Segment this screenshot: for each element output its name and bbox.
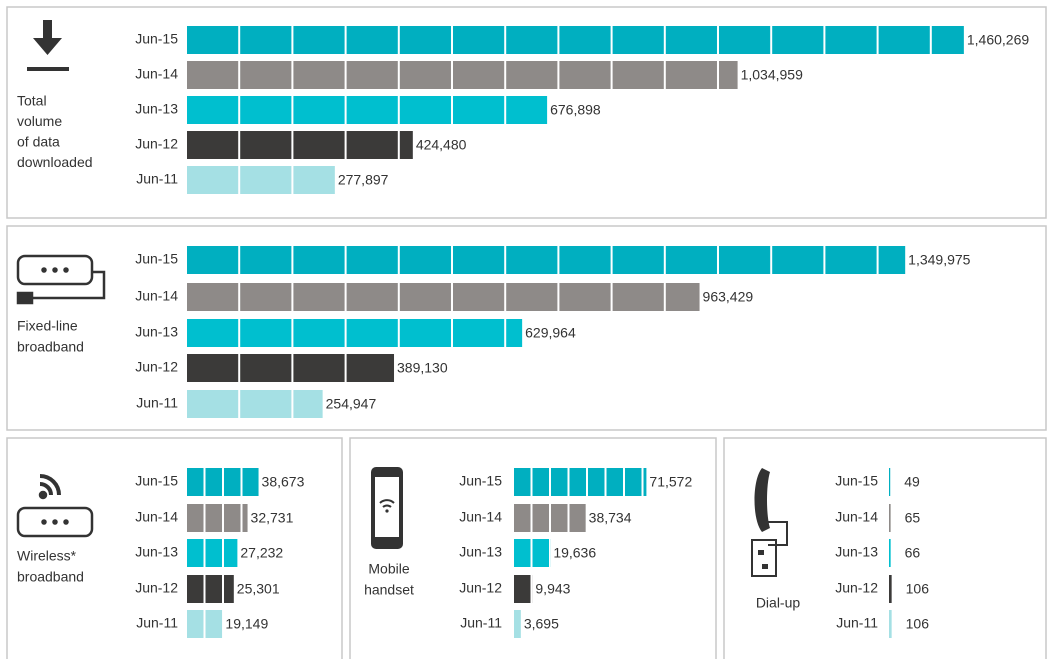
value-label: 963,429 [703, 289, 754, 305]
value-label: 66 [905, 545, 921, 561]
value-label: 38,734 [589, 510, 632, 526]
bar-segments [514, 468, 647, 496]
panel [6, 437, 343, 659]
value-label: 1,349,975 [908, 252, 970, 268]
category-label: Jun-11 [460, 615, 502, 631]
value-label: 19,636 [553, 545, 596, 561]
value-label: 277,897 [338, 172, 389, 188]
bar-segments [187, 390, 323, 418]
bar-segments [187, 26, 964, 54]
category-label: Jun-15 [135, 31, 178, 47]
category-label: Jun-12 [135, 359, 178, 375]
panel-label: Fixed-line [17, 318, 78, 334]
panel [349, 437, 717, 659]
value-label: 676,898 [550, 102, 601, 118]
value-label: 106 [906, 616, 930, 632]
panel-label: of data [17, 134, 60, 150]
panel [6, 6, 1047, 219]
value-label: 25,301 [237, 581, 280, 597]
category-label: Jun-12 [835, 580, 878, 596]
bar-segments [514, 504, 586, 532]
value-label: 27,232 [240, 545, 283, 561]
value-label: 1,034,959 [741, 67, 803, 83]
bar-segments [187, 96, 548, 124]
panel-label: volume [17, 113, 62, 129]
category-label: Jun-11 [836, 615, 878, 631]
category-label: Jun-13 [135, 544, 178, 560]
category-label: Jun-12 [459, 580, 502, 596]
value-label: 9,943 [535, 581, 570, 597]
value-label: 19,149 [225, 616, 268, 632]
bar [889, 575, 892, 603]
panel-label: Wireless* [17, 548, 77, 564]
category-label: Jun-15 [135, 473, 178, 489]
bar-segments [187, 610, 223, 638]
bar-segments [187, 354, 395, 382]
value-label: 1,460,269 [967, 32, 1029, 48]
category-label: Jun-15 [135, 251, 178, 267]
bar-segments [187, 61, 738, 89]
category-label: Jun-14 [135, 509, 178, 525]
bar [889, 504, 891, 532]
bar [889, 610, 892, 638]
panel-label: Dial-up [756, 595, 801, 611]
category-label: Jun-14 [135, 288, 178, 304]
bar-segments [187, 504, 248, 532]
bar-segments [187, 166, 335, 194]
value-label: 106 [906, 581, 930, 597]
value-label: 3,695 [524, 616, 559, 632]
category-label: Jun-13 [135, 101, 178, 117]
value-label: 424,480 [416, 137, 467, 153]
value-label: 629,964 [525, 325, 576, 341]
category-label: Jun-15 [459, 473, 502, 489]
bar [889, 539, 891, 567]
panel-label: Mobile [368, 561, 409, 577]
bar-segments [187, 468, 259, 496]
value-label: 65 [905, 510, 921, 526]
panel-label: broadband [17, 569, 84, 585]
value-label: 254,947 [326, 396, 377, 412]
wireless-router-icon [16, 474, 94, 538]
category-label: Jun-14 [135, 66, 178, 82]
panel-label: broadband [17, 339, 84, 355]
category-label: Jun-15 [835, 473, 878, 489]
value-label: 32,731 [251, 510, 294, 526]
category-label: Jun-12 [135, 136, 178, 152]
panel-label: handset [364, 582, 414, 598]
panel [723, 437, 1047, 659]
value-label: 38,673 [262, 474, 305, 490]
value-label: 49 [904, 474, 920, 490]
router-icon [16, 254, 106, 305]
bar-segments [187, 283, 700, 311]
category-label: Jun-11 [136, 395, 178, 411]
panel-label: Total [17, 93, 47, 109]
category-label: Jun-13 [135, 324, 178, 340]
category-label: Jun-12 [135, 580, 178, 596]
category-label: Jun-14 [835, 509, 878, 525]
category-label: Jun-13 [459, 544, 502, 560]
dial-up-icon [751, 468, 788, 577]
category-label: Jun-14 [459, 509, 502, 525]
bar-segments [187, 539, 238, 567]
phone-icon [371, 467, 403, 549]
bar-segments [187, 575, 234, 603]
value-label: 71,572 [649, 474, 692, 490]
bar-segments [187, 131, 413, 159]
panel [6, 225, 1047, 431]
bar [889, 468, 891, 496]
bar-segments [187, 246, 906, 274]
category-label: Jun-11 [136, 171, 178, 187]
category-label: Jun-13 [835, 544, 878, 560]
panel-label: downloaded [17, 154, 93, 170]
bar-segments [514, 539, 551, 567]
category-label: Jun-11 [136, 615, 178, 631]
bar-segments [514, 610, 521, 638]
download-icon [27, 20, 69, 71]
value-label: 389,130 [397, 360, 448, 376]
bar-segments [514, 575, 533, 603]
bar-segments [187, 319, 523, 347]
